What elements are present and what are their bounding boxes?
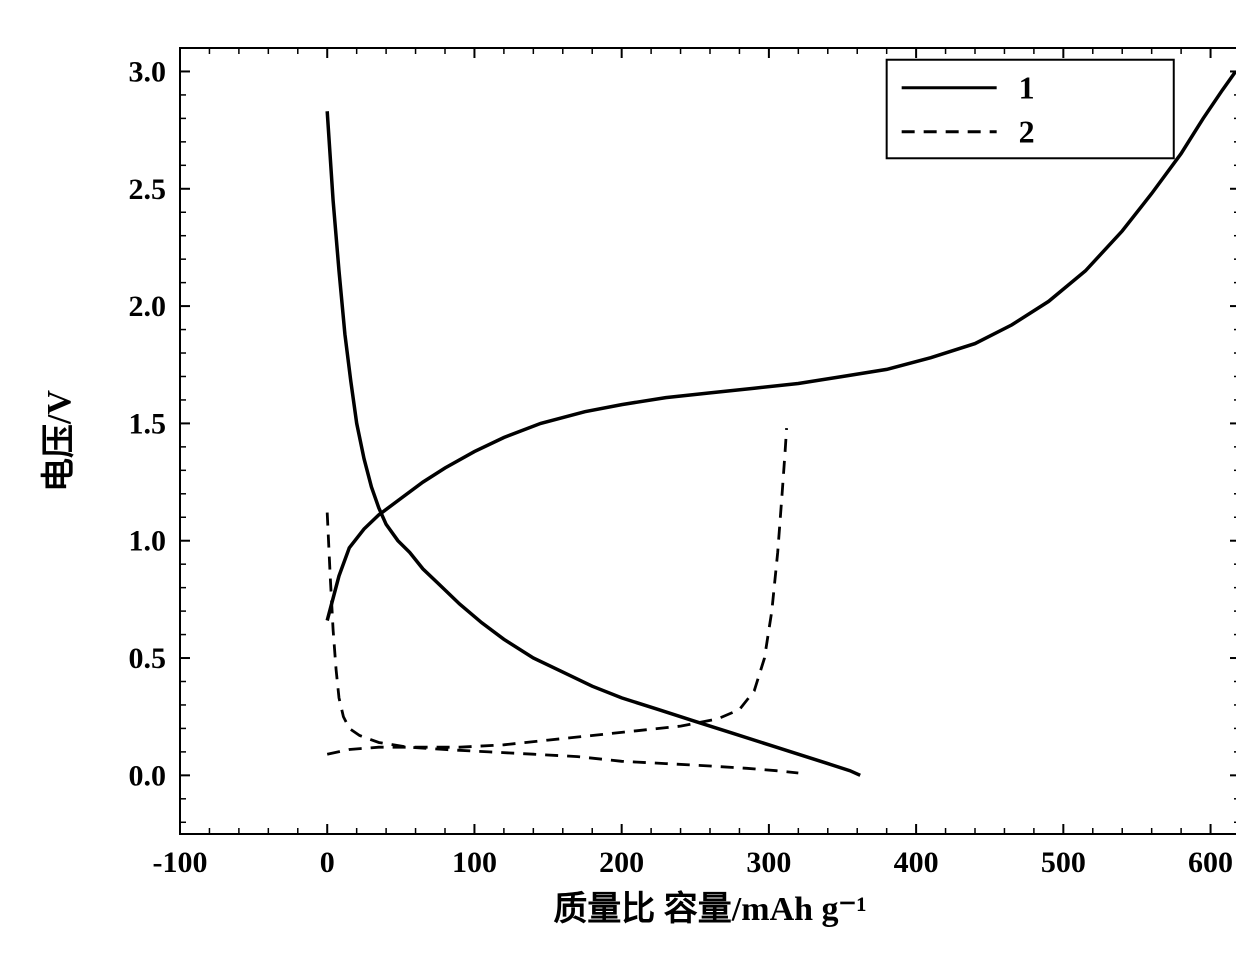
legend-label-1: 1 [1019, 70, 1035, 106]
y-tick-label: 0.5 [129, 642, 167, 675]
x-tick-label: 500 [1041, 846, 1086, 879]
curve-2-charge [327, 428, 786, 754]
y-tick-label: 1.0 [129, 525, 167, 558]
x-axis-title: 质量比 容量/mAh g⁻¹ [553, 890, 866, 928]
y-axis-title: 电压/V [40, 390, 78, 492]
y-tick-label: 3.0 [129, 55, 167, 88]
curve-1-charge [327, 72, 1235, 621]
y-tick-label: 2.0 [129, 290, 167, 323]
y-tick-label: 1.5 [129, 407, 167, 440]
y-tick-label: 2.5 [129, 173, 167, 206]
x-tick-label: -100 [153, 846, 208, 879]
legend-label-2: 2 [1019, 114, 1035, 150]
x-tick-label: 600 [1188, 846, 1233, 879]
plot-border [180, 48, 1236, 834]
x-tick-label: 200 [599, 846, 644, 879]
chart-svg: -100 0 100 200 300 400 500 600 0.0 0.5 1.0 1.5 2.0 2.… [20, 20, 1236, 949]
x-tick-label: 300 [746, 846, 791, 879]
chart-container: -100 0 100 200 300 400 500 600 0.0 0.5 1.0 1.5 2.0 2.… [20, 20, 1236, 949]
curve-1-discharge [327, 111, 860, 775]
x-tick-label: 0 [320, 846, 335, 879]
curve-2-discharge [327, 513, 798, 773]
y-tick-label: 0.0 [129, 759, 167, 792]
x-tick-label: 400 [894, 846, 939, 879]
x-tick-label: 100 [452, 846, 497, 879]
